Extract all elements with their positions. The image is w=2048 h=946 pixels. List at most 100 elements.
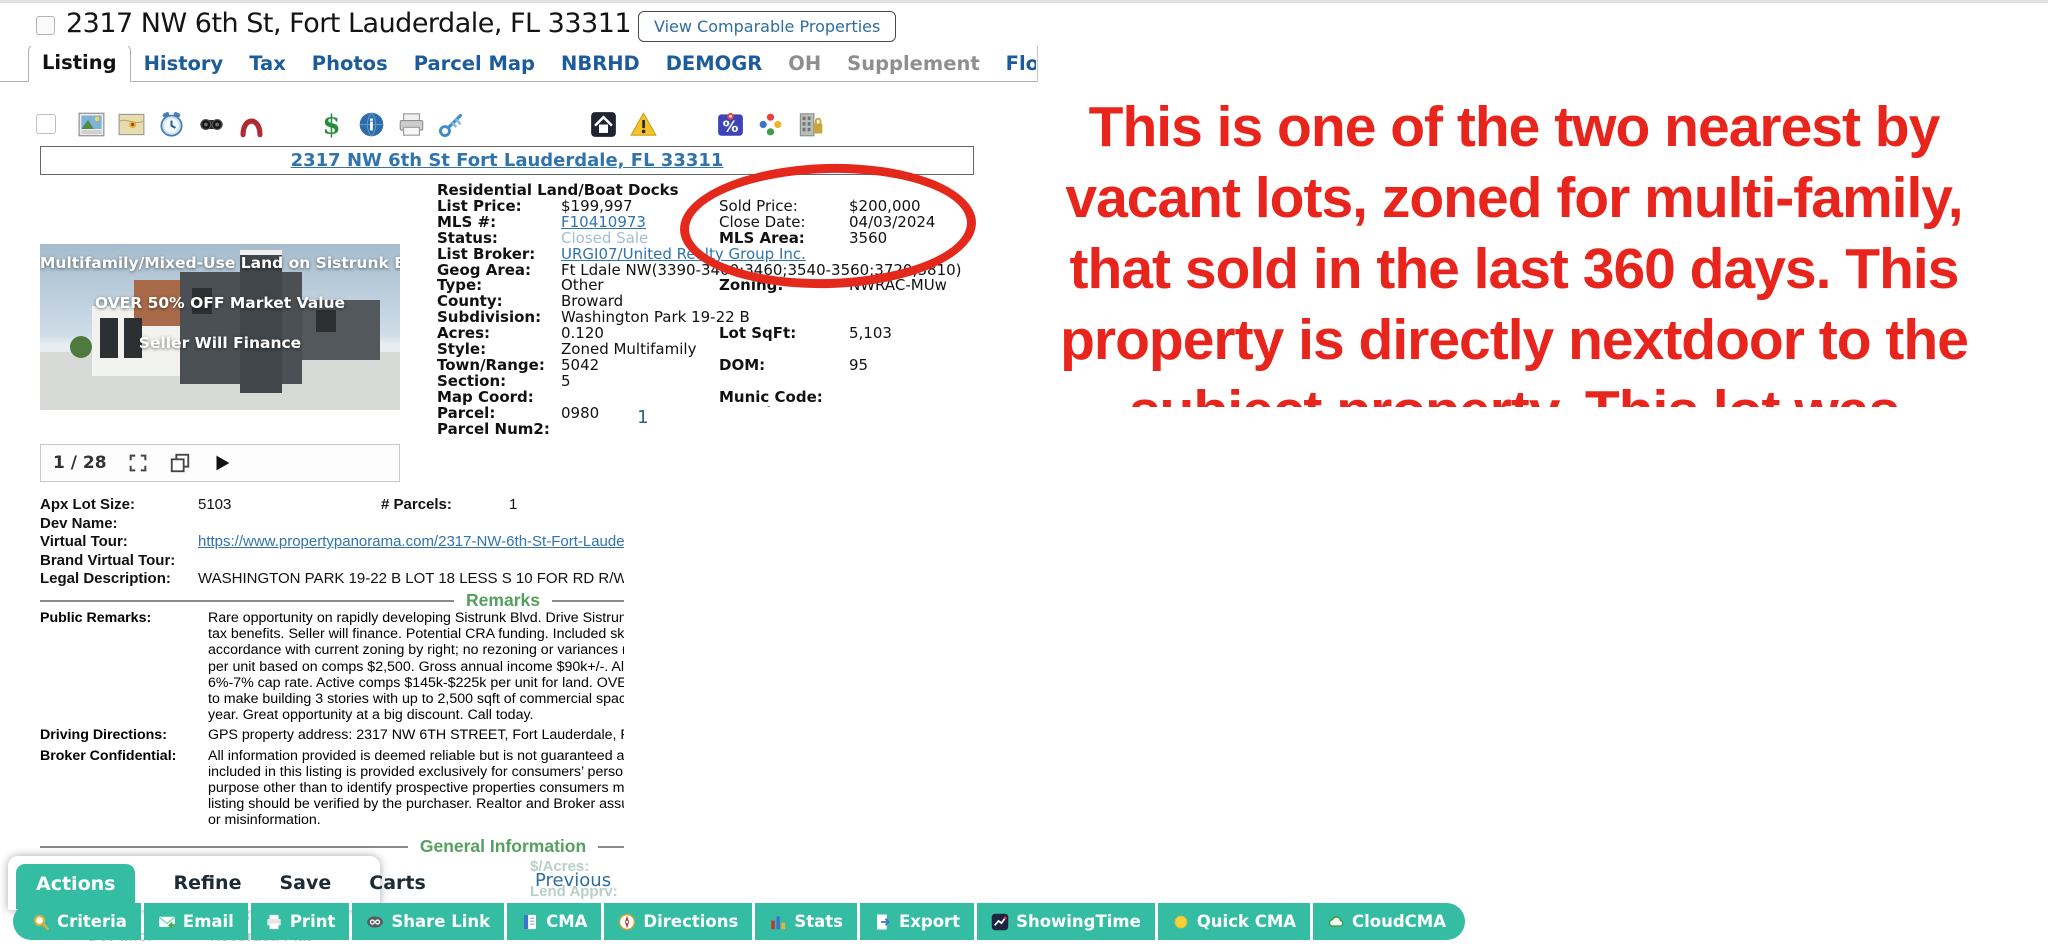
field-label: County:: [437, 292, 503, 311]
tab-nbrhd[interactable]: NBRHD: [561, 52, 640, 75]
tab-supplement[interactable]: Supplement: [847, 52, 980, 75]
photo-window: [192, 288, 212, 314]
tab-bar: Listing History Tax Photos Parcel Map NBRHD DE…: [28, 46, 1036, 82]
copy-photo-icon[interactable]: [169, 452, 191, 474]
page-number[interactable]: 1: [624, 407, 2048, 946]
svg-text:$: $: [323, 111, 341, 138]
action-button-cloudcma[interactable]: CloudCMA: [1313, 903, 1465, 940]
field-label: Parcel Num2:: [437, 419, 550, 438]
action-button-showingtime[interactable]: ShowingTime: [977, 903, 1155, 940]
field-value: Washington Park 19-22 B: [561, 308, 750, 327]
field-label: Section:: [437, 371, 507, 390]
field-value: 0.120: [561, 324, 604, 343]
tab-listing[interactable]: Listing: [28, 46, 131, 82]
action-button-criteria[interactable]: Criteria: [13, 903, 141, 940]
field-label: Virtual Tour:: [40, 533, 128, 551]
action-button-label: ShowingTime: [1016, 912, 1141, 931]
detail-row: List Price: $199,997 Sold Price: $200,000: [437, 196, 1037, 215]
tab-flood-map[interactable]: Flood Map: [1005, 52, 1036, 75]
select-listing-checkbox[interactable]: [36, 16, 55, 35]
action-button-quick-cma[interactable]: Quick CMA: [1157, 903, 1311, 940]
tab-demogr[interactable]: DEMOGR: [665, 52, 763, 75]
field-label: Parcel:: [437, 403, 496, 422]
action-button-label: Export: [898, 912, 961, 931]
house-icon[interactable]: [590, 111, 617, 138]
showingtime-icon: [991, 913, 1009, 931]
key-icon[interactable]: [438, 111, 465, 138]
bottom-tab-carts[interactable]: Carts: [369, 872, 426, 894]
address-link[interactable]: 2317 NW 6th St Fort Lauderdale, FL 33311: [290, 150, 724, 171]
tab-tax[interactable]: Tax: [249, 52, 286, 75]
field-label: List Price:: [437, 196, 522, 215]
realtor-icon[interactable]: [238, 111, 265, 138]
bottom-tab-actions[interactable]: Actions: [16, 863, 136, 909]
property-photo[interactable]: Multifamily/Mixed-Use Land on Sistrunk B…: [40, 244, 400, 410]
previous-page-link[interactable]: Previous: [535, 869, 612, 891]
toolbar-checkbox[interactable]: [36, 114, 56, 134]
action-button-share-link[interactable]: Share Link: [352, 903, 505, 940]
tab-parcel-map[interactable]: Parcel Map: [413, 52, 536, 75]
percent-icon[interactable]: %: [717, 111, 744, 138]
info-icon[interactable]: i: [358, 111, 385, 138]
building-icon[interactable]: [797, 111, 824, 138]
top-divider: [0, 0, 2048, 3]
photo-icon[interactable]: [78, 111, 105, 138]
clock-icon[interactable]: [158, 111, 185, 138]
field-link[interactable]: F10410973: [561, 212, 646, 231]
field-value: 1: [509, 496, 518, 513]
field-value: Broward: [561, 292, 624, 311]
view-comparable-properties-button[interactable]: View Comparable Properties: [638, 11, 897, 42]
tab-history[interactable]: History: [143, 52, 224, 75]
compass-icon: [618, 913, 636, 931]
faint-label: Lend Apprv:: [530, 883, 618, 900]
field-value: 0980: [561, 403, 600, 422]
field-value: NWRAC-MUw: [849, 276, 947, 295]
detail-row: Type: Other Zoning: NWRAC-MUw: [437, 278, 1037, 294]
field-link[interactable]: URGI07/United Realty Group Inc.: [561, 244, 806, 263]
printer-icon[interactable]: [398, 111, 425, 138]
photo-window: [124, 318, 142, 358]
results-tabs-panel: Actions Refine Save Carts: [8, 856, 426, 910]
field-label: Acres:: [437, 324, 490, 343]
field-label: Geog Area:: [437, 260, 532, 279]
photo-palm-tree: [70, 336, 92, 358]
fullscreen-icon[interactable]: [127, 452, 149, 474]
action-button-email[interactable]: Email: [143, 903, 248, 940]
action-button-directions[interactable]: Directions: [604, 903, 753, 940]
action-button-print[interactable]: Print: [250, 903, 350, 940]
field-value: $199,997: [561, 196, 633, 215]
field-label: Brand Virtual Tour:: [40, 551, 176, 569]
field-label: Status:: [437, 228, 498, 247]
action-button-label: Stats: [794, 912, 843, 931]
action-button-label: CMA: [546, 912, 588, 931]
faint-label: $/Acres:: [530, 858, 590, 875]
lot-row: Apx Lot Size:5103# Parcels:1Lot #:: [40, 496, 1030, 515]
bottom-tab-refine[interactable]: Refine: [173, 872, 242, 894]
detail-row: Acres: 0.120 Lot SqFt: 5,103: [437, 324, 1037, 343]
action-button-export[interactable]: Export: [859, 903, 975, 940]
field-label: # Parcels:: [381, 496, 452, 513]
general-info-title: General Information: [419, 836, 587, 856]
detail-row: County: Broward: [437, 292, 1037, 311]
binoculars-icon[interactable]: [198, 111, 225, 138]
dollar-icon[interactable]: $: [318, 111, 345, 138]
action-button-stats[interactable]: Stats: [755, 903, 857, 940]
next-photo-icon[interactable]: [211, 452, 233, 474]
pinwheel-icon[interactable]: [757, 111, 784, 138]
action-button-cma[interactable]: CMA: [507, 903, 602, 940]
bottom-tab-save[interactable]: Save: [279, 872, 332, 894]
detail-row: Map Coord: Munic Code:: [437, 389, 1037, 406]
field-label: Legal Description:: [40, 570, 171, 588]
printsm-icon: [265, 913, 283, 931]
action-button-label: Email: [182, 912, 234, 931]
detail-row: List Broker: URGI07/United Realty Group I…: [437, 244, 1037, 263]
warning-icon[interactable]: [630, 111, 657, 138]
detail-row: Geog Area: Ft Ldale NW(3390-3400;3460;354…: [437, 260, 1037, 279]
map-icon[interactable]: [118, 111, 145, 138]
tab-photos[interactable]: Photos: [311, 52, 388, 75]
field-label: Town/Range:: [437, 355, 545, 374]
detail-row: Status: Closed Sale MLS Area: 3560: [437, 228, 1037, 247]
tab-oh[interactable]: OH: [788, 52, 822, 75]
photo-building-tower: [240, 250, 282, 393]
search-icon: [32, 913, 50, 931]
